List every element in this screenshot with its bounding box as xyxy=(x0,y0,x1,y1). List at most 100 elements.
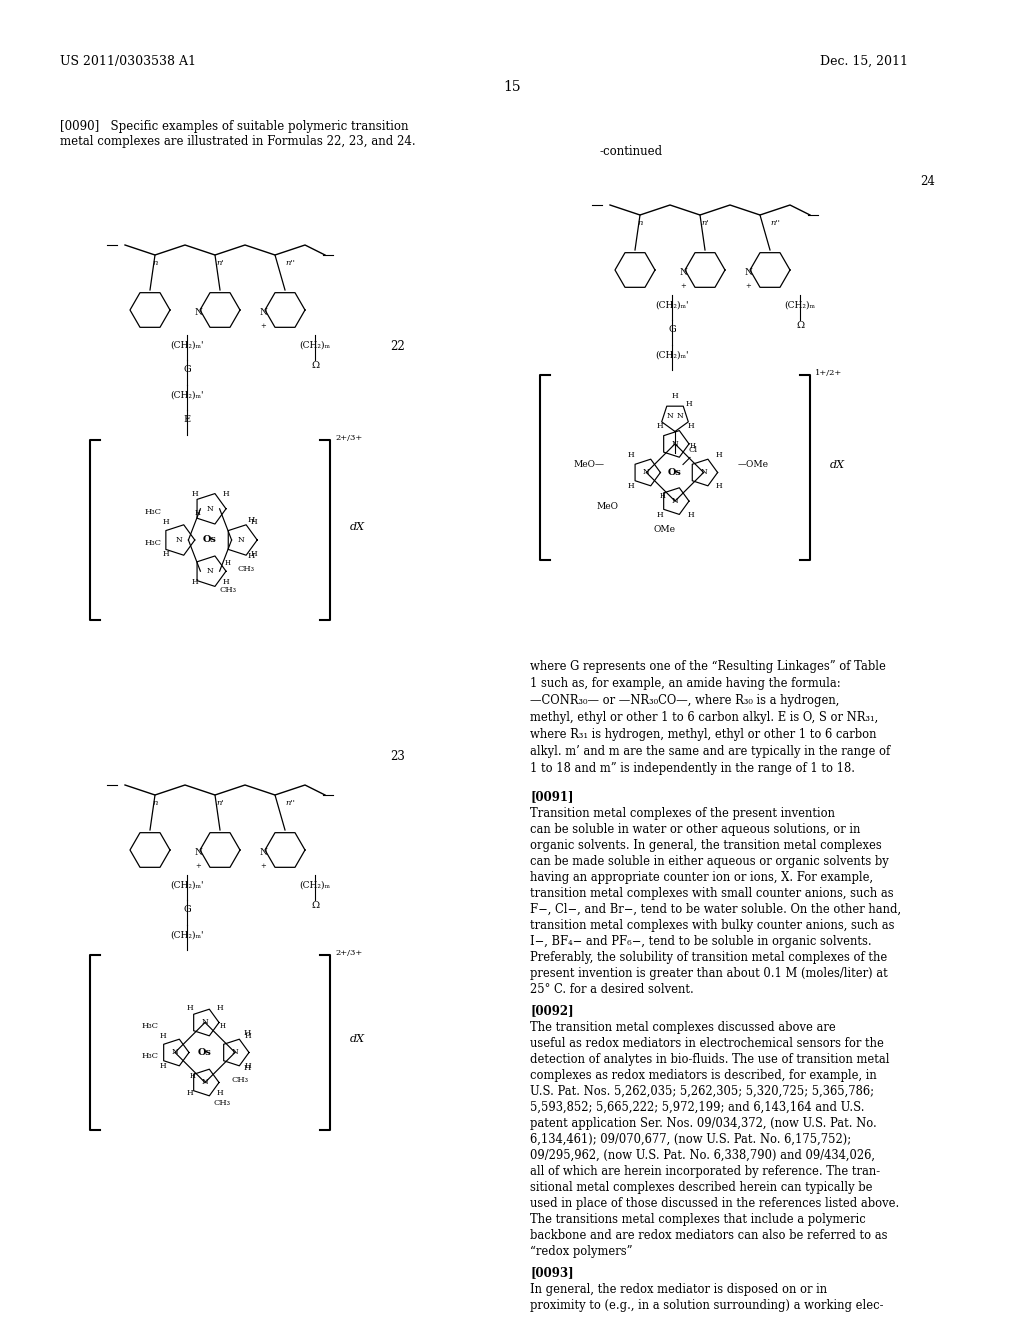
Text: methyl, ethyl or other 1 to 6 carbon alkyl. E is O, S or NR₃₁,: methyl, ethyl or other 1 to 6 carbon alk… xyxy=(530,711,879,723)
Text: H: H xyxy=(628,451,634,459)
Text: transition metal complexes with small counter anions, such as: transition metal complexes with small co… xyxy=(530,887,894,900)
Text: N: N xyxy=(207,504,213,512)
Text: H: H xyxy=(656,511,663,519)
Text: H: H xyxy=(191,490,198,498)
Text: Preferably, the solubility of transition metal complexes of the: Preferably, the solubility of transition… xyxy=(530,950,887,964)
Text: +: + xyxy=(745,282,751,290)
Text: N: N xyxy=(259,308,267,317)
Text: Ω: Ω xyxy=(796,321,804,330)
Text: H: H xyxy=(159,1031,166,1040)
Text: (CH₂)ₘ: (CH₂)ₘ xyxy=(784,301,815,310)
Text: 1 such as, for example, an amide having the formula:: 1 such as, for example, an amide having … xyxy=(530,677,841,690)
Text: Transition metal complexes of the present invention: Transition metal complexes of the presen… xyxy=(530,807,835,820)
Text: n: n xyxy=(637,219,643,227)
Text: G: G xyxy=(183,366,190,374)
Text: Os: Os xyxy=(203,536,217,544)
Text: CH₃: CH₃ xyxy=(231,1077,249,1085)
Text: H: H xyxy=(716,451,723,459)
Text: proximity to (e.g., in a solution surrounding) a working elec-: proximity to (e.g., in a solution surrou… xyxy=(530,1299,884,1312)
Text: 1+/2+: 1+/2+ xyxy=(815,370,843,378)
Text: H: H xyxy=(225,558,231,568)
Text: detection of analytes in bio-fluids. The use of transition metal: detection of analytes in bio-fluids. The… xyxy=(530,1053,890,1067)
Text: 23: 23 xyxy=(390,750,404,763)
Text: having an appropriate counter ion or ions, X. For example,: having an appropriate counter ion or ion… xyxy=(530,871,873,884)
Text: N: N xyxy=(643,469,650,477)
Text: H₃C: H₃C xyxy=(144,508,162,516)
Text: H: H xyxy=(244,1030,251,1038)
Text: Ω: Ω xyxy=(311,902,319,909)
Text: H: H xyxy=(191,578,198,586)
Text: G: G xyxy=(183,906,190,913)
Text: [0090]   Specific examples of suitable polymeric transition
metal complexes are : [0090] Specific examples of suitable pol… xyxy=(60,120,416,148)
Text: H₃C: H₃C xyxy=(144,539,162,548)
Text: H: H xyxy=(222,578,229,586)
Text: 24: 24 xyxy=(920,176,935,187)
Text: N: N xyxy=(259,847,267,857)
Text: (CH₂)ₘ: (CH₂)ₘ xyxy=(299,341,331,350)
Text: [0092]: [0092] xyxy=(530,1005,573,1016)
Text: n': n' xyxy=(216,259,224,267)
Text: 22: 22 xyxy=(390,341,404,352)
Text: present invention is greater than about 0.1 M (moles/liter) at: present invention is greater than about … xyxy=(530,968,888,979)
Text: N: N xyxy=(195,847,202,857)
Text: +: + xyxy=(260,322,266,330)
Text: N: N xyxy=(238,536,245,544)
Text: dX: dX xyxy=(350,521,365,532)
Text: E: E xyxy=(183,414,190,424)
Text: all of which are herein incorporated by reference. The tran-: all of which are herein incorporated by … xyxy=(530,1166,880,1177)
Text: where R₃₁ is hydrogen, methyl, ethyl or other 1 to 6 carbon: where R₃₁ is hydrogen, methyl, ethyl or … xyxy=(530,729,877,741)
Text: 2+/3+: 2+/3+ xyxy=(335,949,362,957)
Text: N: N xyxy=(202,1078,208,1086)
Text: I−, BF₄− and PF₆−, tend to be soluble in organic solvents.: I−, BF₄− and PF₆−, tend to be soluble in… xyxy=(530,935,871,948)
Text: CH₃: CH₃ xyxy=(220,586,237,594)
Text: N: N xyxy=(231,1048,239,1056)
Text: (CH₂)ₘ': (CH₂)ₘ' xyxy=(655,301,689,310)
Text: H: H xyxy=(686,400,692,408)
Text: can be soluble in water or other aqueous solutions, or in: can be soluble in water or other aqueous… xyxy=(530,822,860,836)
Text: H: H xyxy=(656,422,663,430)
Text: 09/295,962, (now U.S. Pat. No. 6,338,790) and 09/434,026,: 09/295,962, (now U.S. Pat. No. 6,338,790… xyxy=(530,1148,874,1162)
Text: +: + xyxy=(260,862,266,870)
Text: H: H xyxy=(186,1089,194,1097)
Text: H: H xyxy=(687,511,694,519)
Text: OMe: OMe xyxy=(653,525,676,535)
Text: H: H xyxy=(222,490,229,498)
Text: H: H xyxy=(159,1061,166,1069)
Text: 6,134,461); 09/070,677, (now U.S. Pat. No. 6,175,752);: 6,134,461); 09/070,677, (now U.S. Pat. N… xyxy=(530,1133,851,1146)
Text: H: H xyxy=(190,1072,196,1080)
Text: H: H xyxy=(251,549,257,557)
Text: H: H xyxy=(244,1031,251,1040)
Text: N: N xyxy=(202,1019,208,1027)
Text: H: H xyxy=(687,422,694,430)
Text: CH₃: CH₃ xyxy=(238,565,255,573)
Text: MeO: MeO xyxy=(596,502,618,511)
Text: 15: 15 xyxy=(503,81,521,94)
Text: H: H xyxy=(248,516,255,524)
Text: (CH₂)ₘ: (CH₂)ₘ xyxy=(299,880,331,890)
Text: N: N xyxy=(195,308,202,317)
Text: n': n' xyxy=(701,219,709,227)
Text: organic solvents. In general, the transition metal complexes: organic solvents. In general, the transi… xyxy=(530,840,882,851)
Text: H: H xyxy=(244,1061,251,1069)
Text: [0093]: [0093] xyxy=(530,1266,573,1279)
Text: N: N xyxy=(677,412,683,420)
Text: H: H xyxy=(716,482,723,490)
Text: The transition metal complexes discussed above are: The transition metal complexes discussed… xyxy=(530,1020,836,1034)
Text: H: H xyxy=(195,510,201,517)
Text: 1 to 18 and m” is independently in the range of 1 to 18.: 1 to 18 and m” is independently in the r… xyxy=(530,762,855,775)
Text: used in place of those discussed in the references listed above.: used in place of those discussed in the … xyxy=(530,1197,899,1210)
Text: (CH₂)ₘ': (CH₂)ₘ' xyxy=(170,391,204,400)
Text: transition metal complexes with bulky counter anions, such as: transition metal complexes with bulky co… xyxy=(530,919,895,932)
Text: n'': n'' xyxy=(770,219,780,227)
Text: -continued: -continued xyxy=(600,145,664,158)
Text: CH₃: CH₃ xyxy=(214,1100,231,1107)
Text: useful as redox mediators in electrochemical sensors for the: useful as redox mediators in electrochem… xyxy=(530,1038,884,1049)
Text: +: + xyxy=(680,282,686,290)
Text: [0091]: [0091] xyxy=(530,789,573,803)
Text: N: N xyxy=(672,498,678,506)
Text: —CONR₃₀— or —NR₃₀CO—, where R₃₀ is a hydrogen,: —CONR₃₀— or —NR₃₀CO—, where R₃₀ is a hyd… xyxy=(530,694,840,708)
Text: N: N xyxy=(744,268,752,277)
Text: N: N xyxy=(672,440,678,447)
Text: H: H xyxy=(244,1064,251,1072)
Text: n'': n'' xyxy=(285,259,295,267)
